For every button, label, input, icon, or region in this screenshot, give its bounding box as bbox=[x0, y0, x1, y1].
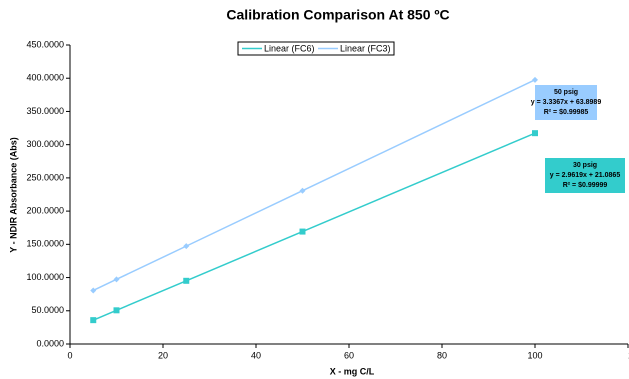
x-axis-title: X - mg C/L bbox=[330, 366, 375, 376]
annotation-text: 30 psig bbox=[573, 162, 597, 169]
marker bbox=[113, 307, 120, 314]
y-tick-label: 350.0000 bbox=[26, 106, 64, 116]
y-tick-label: 150.0000 bbox=[26, 239, 64, 249]
y-tick-label: 300.0000 bbox=[26, 139, 64, 149]
legend-label: Linear (FC3) bbox=[340, 43, 391, 53]
x-tick-label: 80 bbox=[437, 350, 447, 360]
y-tick-label: 0.0000 bbox=[36, 338, 64, 348]
x-tick-label: 100 bbox=[527, 350, 542, 360]
x-tick-label: 40 bbox=[251, 350, 261, 360]
y-tick-label: 250.0000 bbox=[26, 172, 64, 182]
marker bbox=[299, 187, 306, 194]
x-tick-label: 60 bbox=[344, 350, 354, 360]
series-line bbox=[92, 132, 536, 321]
x-tick-label: 0 bbox=[67, 350, 72, 360]
marker bbox=[183, 277, 190, 284]
annotation-text: y = 3.3367x + 63.8989 bbox=[531, 99, 602, 106]
marker bbox=[90, 287, 97, 294]
annotation-text: R² = $0.99999 bbox=[563, 182, 608, 189]
y-tick-label: 200.0000 bbox=[26, 205, 64, 215]
y-tick-label: 100.0000 bbox=[26, 272, 64, 282]
y-tick-label: 450.0000 bbox=[26, 39, 64, 49]
annotation-text: y = 2.9619x + 21.0865 bbox=[550, 172, 621, 179]
x-tick-label: 20 bbox=[158, 350, 168, 360]
y-tick-label: 400.0000 bbox=[26, 73, 64, 83]
chart-title: Calibration Comparison At 850 ºC bbox=[226, 7, 449, 23]
y-tick-label: 50.0000 bbox=[31, 305, 64, 315]
marker bbox=[299, 228, 306, 235]
y-axis-title: Y - NDIR Absorbance (Abs) bbox=[8, 137, 18, 253]
marker bbox=[113, 276, 120, 283]
series-line bbox=[92, 79, 536, 292]
marker bbox=[532, 76, 538, 83]
marker bbox=[532, 130, 538, 137]
annotation-box bbox=[535, 85, 597, 120]
annotation-text: R² = $0.99985 bbox=[544, 109, 589, 116]
marker bbox=[183, 243, 190, 250]
legend-box bbox=[237, 41, 395, 56]
marker bbox=[90, 317, 97, 324]
annotation-text: 50 psig bbox=[554, 89, 578, 96]
legend-label: Linear (FC6) bbox=[264, 43, 315, 53]
annotation-box bbox=[545, 158, 625, 193]
